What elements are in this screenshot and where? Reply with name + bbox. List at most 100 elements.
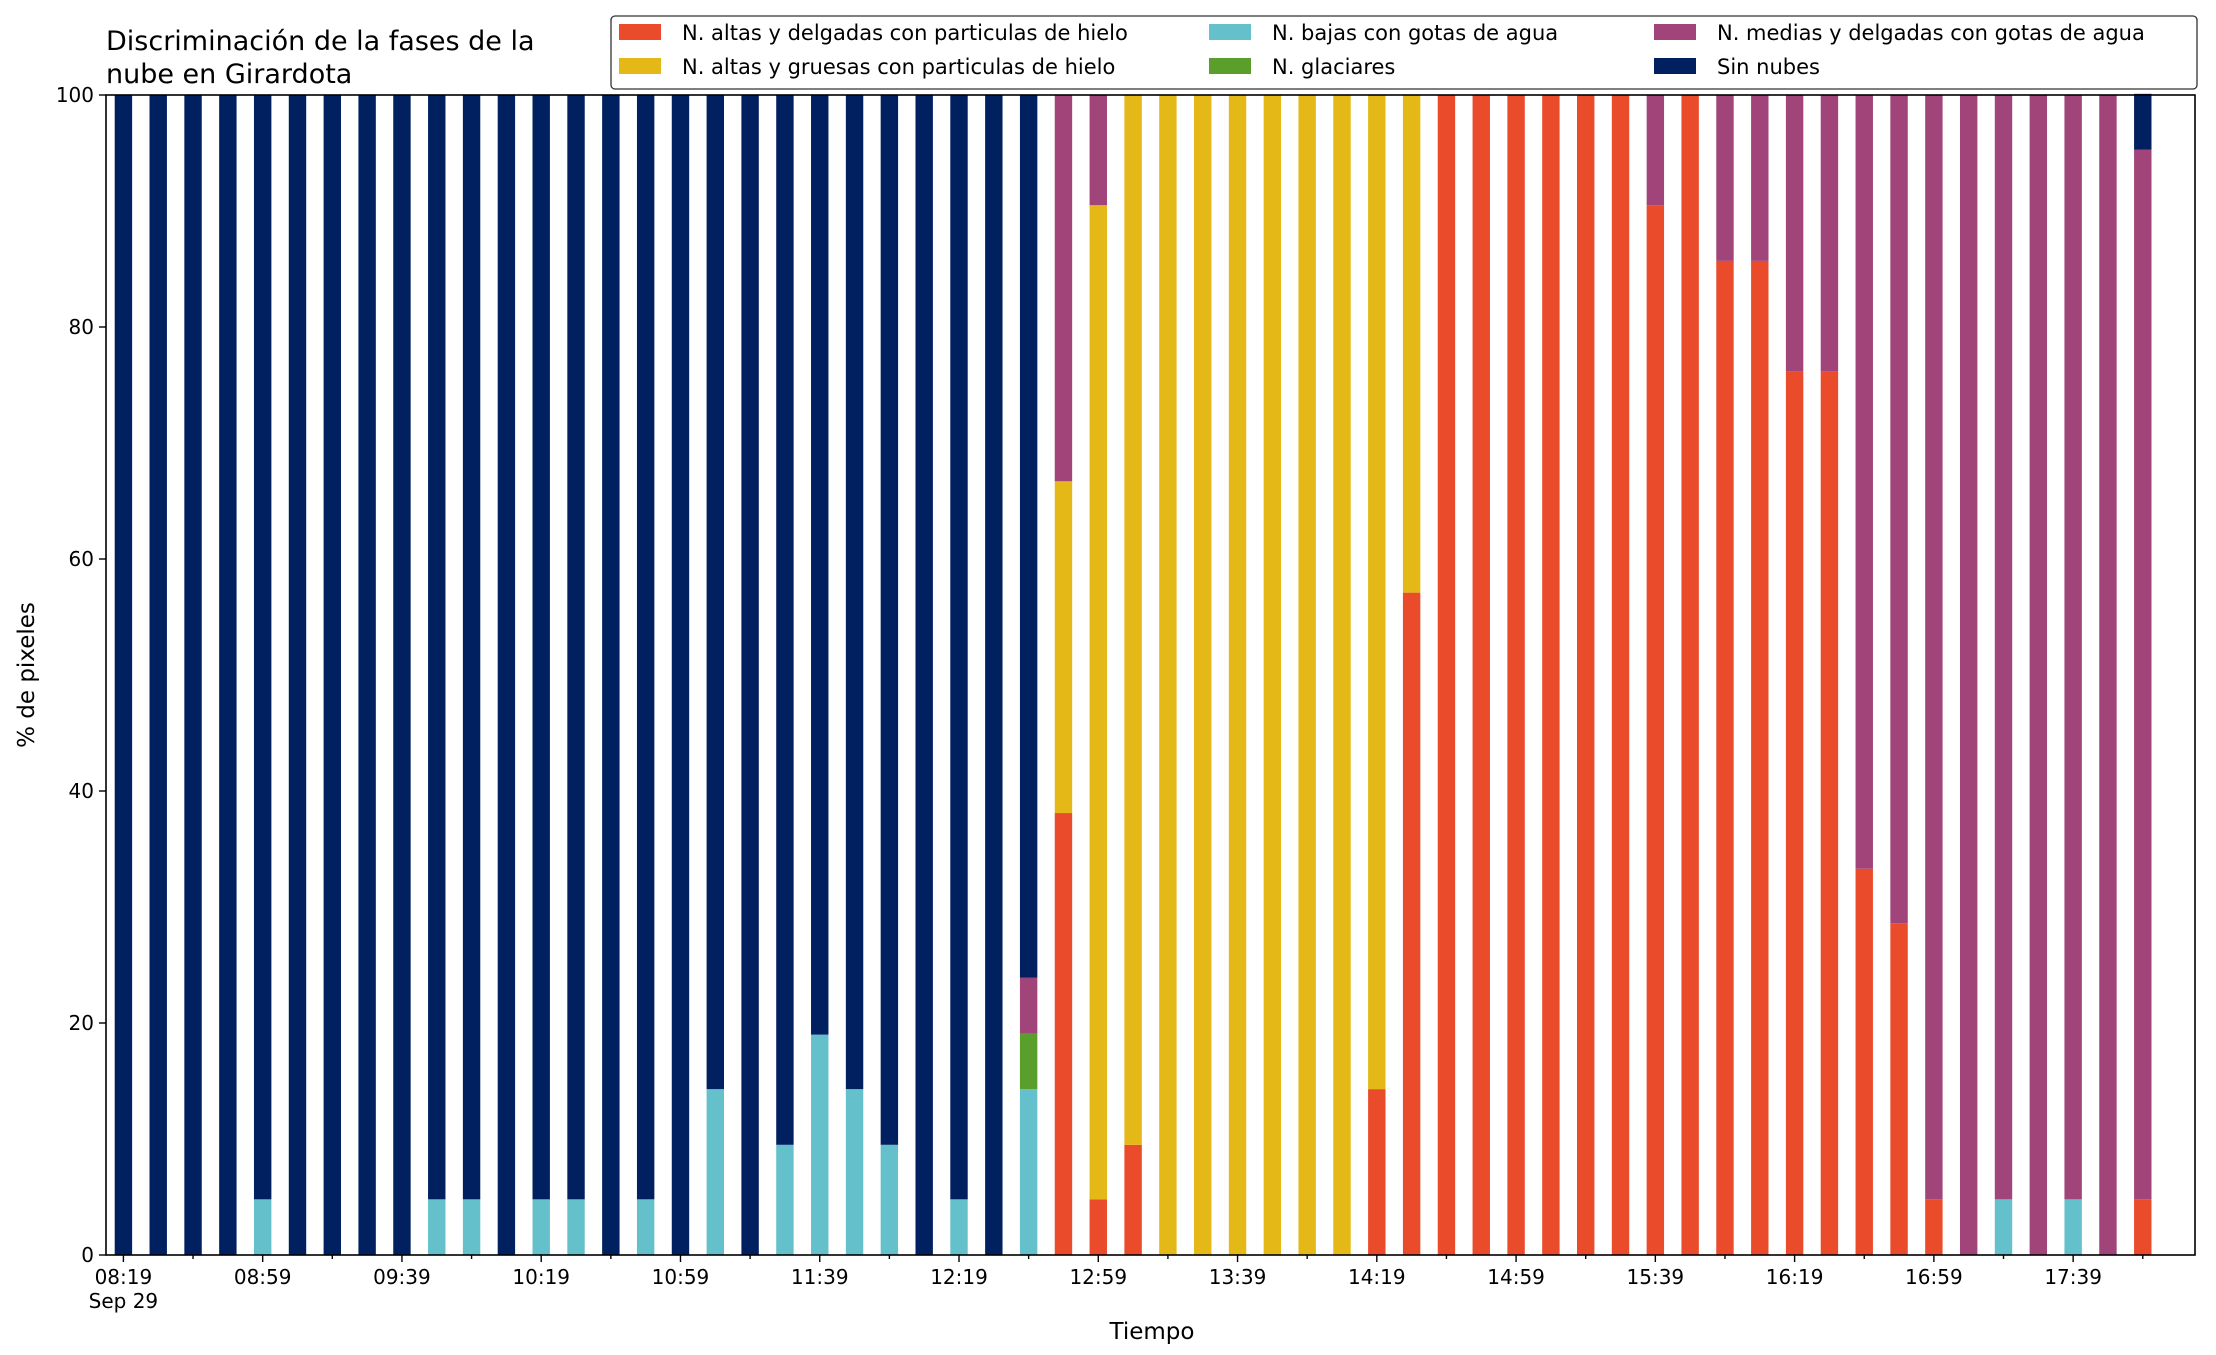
- bar-segment-17-series-5: [706, 95, 724, 1090]
- bar-segment-26-series-4: [1019, 977, 1038, 1034]
- bar-segment-13-series-5: [567, 95, 585, 1200]
- bar-segment-6-series-5: [323, 95, 342, 1255]
- bar-segment-54-series-4: [1994, 95, 2013, 1200]
- bar-segment-53-series-4: [1959, 95, 1978, 1255]
- bar-segment-13-series-2: [567, 1199, 585, 1255]
- legend-swatch: [1209, 58, 1251, 74]
- bar-segment-41-series-0: [1542, 95, 1560, 1255]
- bar-segment-12-series-5: [532, 95, 550, 1200]
- y-tick-label: 60: [69, 547, 94, 571]
- bar-segment-29-series-1: [1124, 95, 1142, 1145]
- bar-segment-28-series-1: [1089, 205, 1107, 1200]
- bar-segment-16-series-5: [671, 95, 690, 1255]
- bar-segment-28-series-4: [1089, 95, 1107, 206]
- legend-swatch: [1209, 24, 1251, 40]
- x-date-label: Sep 29: [89, 1289, 159, 1313]
- x-axis-label: Tiempo: [1109, 1319, 1195, 1345]
- x-tick-label: 14:19: [1348, 1265, 1406, 1289]
- x-tick-label: 11:39: [791, 1265, 849, 1289]
- bars-layer: [114, 93, 2152, 1256]
- bar-segment-7-series-5: [358, 95, 376, 1255]
- bar-segment-35-series-1: [1333, 95, 1351, 1255]
- chart-title-line-1: Discriminación de la fases de la: [106, 26, 535, 57]
- legend-entry-label: N. medias y delgadas con gotas de agua: [1717, 21, 2145, 45]
- bar-segment-27-series-1: [1054, 481, 1073, 814]
- bar-segment-49-series-0: [1820, 371, 1839, 1256]
- legend-swatch: [619, 24, 661, 40]
- x-axis: 08:19 08:59 09:39 10:19 10:59 11:39 12:19 12:59…: [89, 1255, 2144, 1313]
- x-tick-label: 14:59: [1487, 1265, 1545, 1289]
- bar-segment-9-series-2: [428, 1199, 446, 1255]
- bar-segment-26-series-5: [1019, 95, 1038, 978]
- bar-segment-58-series-5: [2134, 93, 2152, 150]
- bar-segment-33-series-1: [1263, 95, 1282, 1255]
- bar-segment-29-series-0: [1124, 1144, 1142, 1255]
- bar-segment-1-series-5: [149, 95, 167, 1255]
- bar-segment-27-series-4: [1054, 95, 1073, 482]
- bar-segment-52-series-4: [1925, 95, 1943, 1200]
- bar-segment-47-series-0: [1751, 260, 1769, 1255]
- legend-entry-label: N. bajas con gotas de agua: [1272, 21, 1558, 45]
- x-tick-label: 16:59: [1905, 1265, 1963, 1289]
- bar-segment-52-series-0: [1925, 1199, 1943, 1255]
- bar-segment-21-series-5: [845, 95, 864, 1090]
- bar-segment-37-series-0: [1402, 592, 1421, 1255]
- bar-segment-3-series-5: [219, 95, 237, 1255]
- plot-frame: [105, 94, 2196, 1256]
- legend-swatch: [619, 58, 661, 74]
- chart-title-line-2: nube en Girardota: [106, 59, 352, 90]
- y-axis: 0 20 40 60 80 100: [56, 83, 106, 1267]
- bar-segment-46-series-0: [1716, 260, 1734, 1255]
- bar-segment-28-series-0: [1089, 1199, 1107, 1255]
- bar-segment-10-series-2: [462, 1199, 481, 1255]
- bar-segment-51-series-4: [1890, 95, 1908, 924]
- bar-segment-22-series-2: [880, 1144, 899, 1255]
- bar-segment-37-series-1: [1402, 95, 1421, 593]
- y-tick-label: 40: [69, 779, 94, 803]
- legend-swatch: [1654, 24, 1696, 40]
- bar-segment-54-series-2: [1994, 1199, 2013, 1255]
- bar-segment-44-series-0: [1646, 205, 1665, 1256]
- bar-segment-32-series-1: [1228, 95, 1247, 1255]
- bar-segment-11-series-5: [497, 95, 516, 1255]
- bar-segment-56-series-4: [2064, 95, 2082, 1200]
- bar-segment-36-series-0: [1368, 1089, 1386, 1255]
- bar-segment-57-series-4: [2099, 95, 2117, 1255]
- legend-swatch: [1654, 58, 1696, 74]
- x-tick-label: 08:19: [95, 1265, 153, 1289]
- bar-segment-24-series-2: [950, 1199, 968, 1255]
- bar-segment-55-series-4: [2029, 95, 2048, 1255]
- bar-segment-48-series-0: [1785, 371, 1804, 1256]
- bar-segment-31-series-1: [1194, 95, 1212, 1255]
- chart-title: Discriminación de la fases de la nube en…: [106, 26, 535, 90]
- bar-segment-15-series-2: [636, 1199, 655, 1255]
- bar-segment-24-series-5: [950, 95, 968, 1200]
- bar-segment-23-series-5: [915, 95, 933, 1255]
- bar-segment-5-series-5: [288, 95, 307, 1255]
- y-tick-label: 80: [69, 315, 94, 339]
- bar-segment-50-series-4: [1855, 95, 1873, 869]
- legend-entry-label: N. altas y delgadas con particulas de hi…: [682, 21, 1128, 45]
- bar-segment-20-series-2: [811, 1034, 829, 1255]
- x-tick-label: 12:19: [930, 1265, 988, 1289]
- bar-segment-27-series-0: [1054, 813, 1073, 1255]
- bar-segment-0-series-5: [114, 95, 133, 1255]
- bar-segment-25-series-5: [985, 95, 1003, 1255]
- bar-segment-48-series-4: [1785, 95, 1804, 372]
- legend-frame: [610, 15, 2198, 90]
- bar-segment-58-series-4: [2134, 149, 2152, 1200]
- bar-segment-51-series-0: [1890, 923, 1908, 1255]
- y-tick-label: 0: [81, 1243, 94, 1267]
- bar-segment-36-series-1: [1368, 95, 1386, 1090]
- bar-segment-46-series-4: [1716, 95, 1734, 261]
- bar-segment-4-series-5: [253, 95, 272, 1200]
- bar-segment-26-series-2: [1019, 1089, 1038, 1255]
- x-tick-label: 10:19: [512, 1265, 570, 1289]
- bar-segment-21-series-2: [845, 1089, 864, 1255]
- x-tick-label: 10:59: [652, 1265, 710, 1289]
- bar-segment-45-series-0: [1681, 95, 1699, 1255]
- y-tick-label: 100: [56, 83, 94, 107]
- x-tick-label: 09:39: [373, 1265, 431, 1289]
- bar-segment-15-series-5: [636, 95, 655, 1200]
